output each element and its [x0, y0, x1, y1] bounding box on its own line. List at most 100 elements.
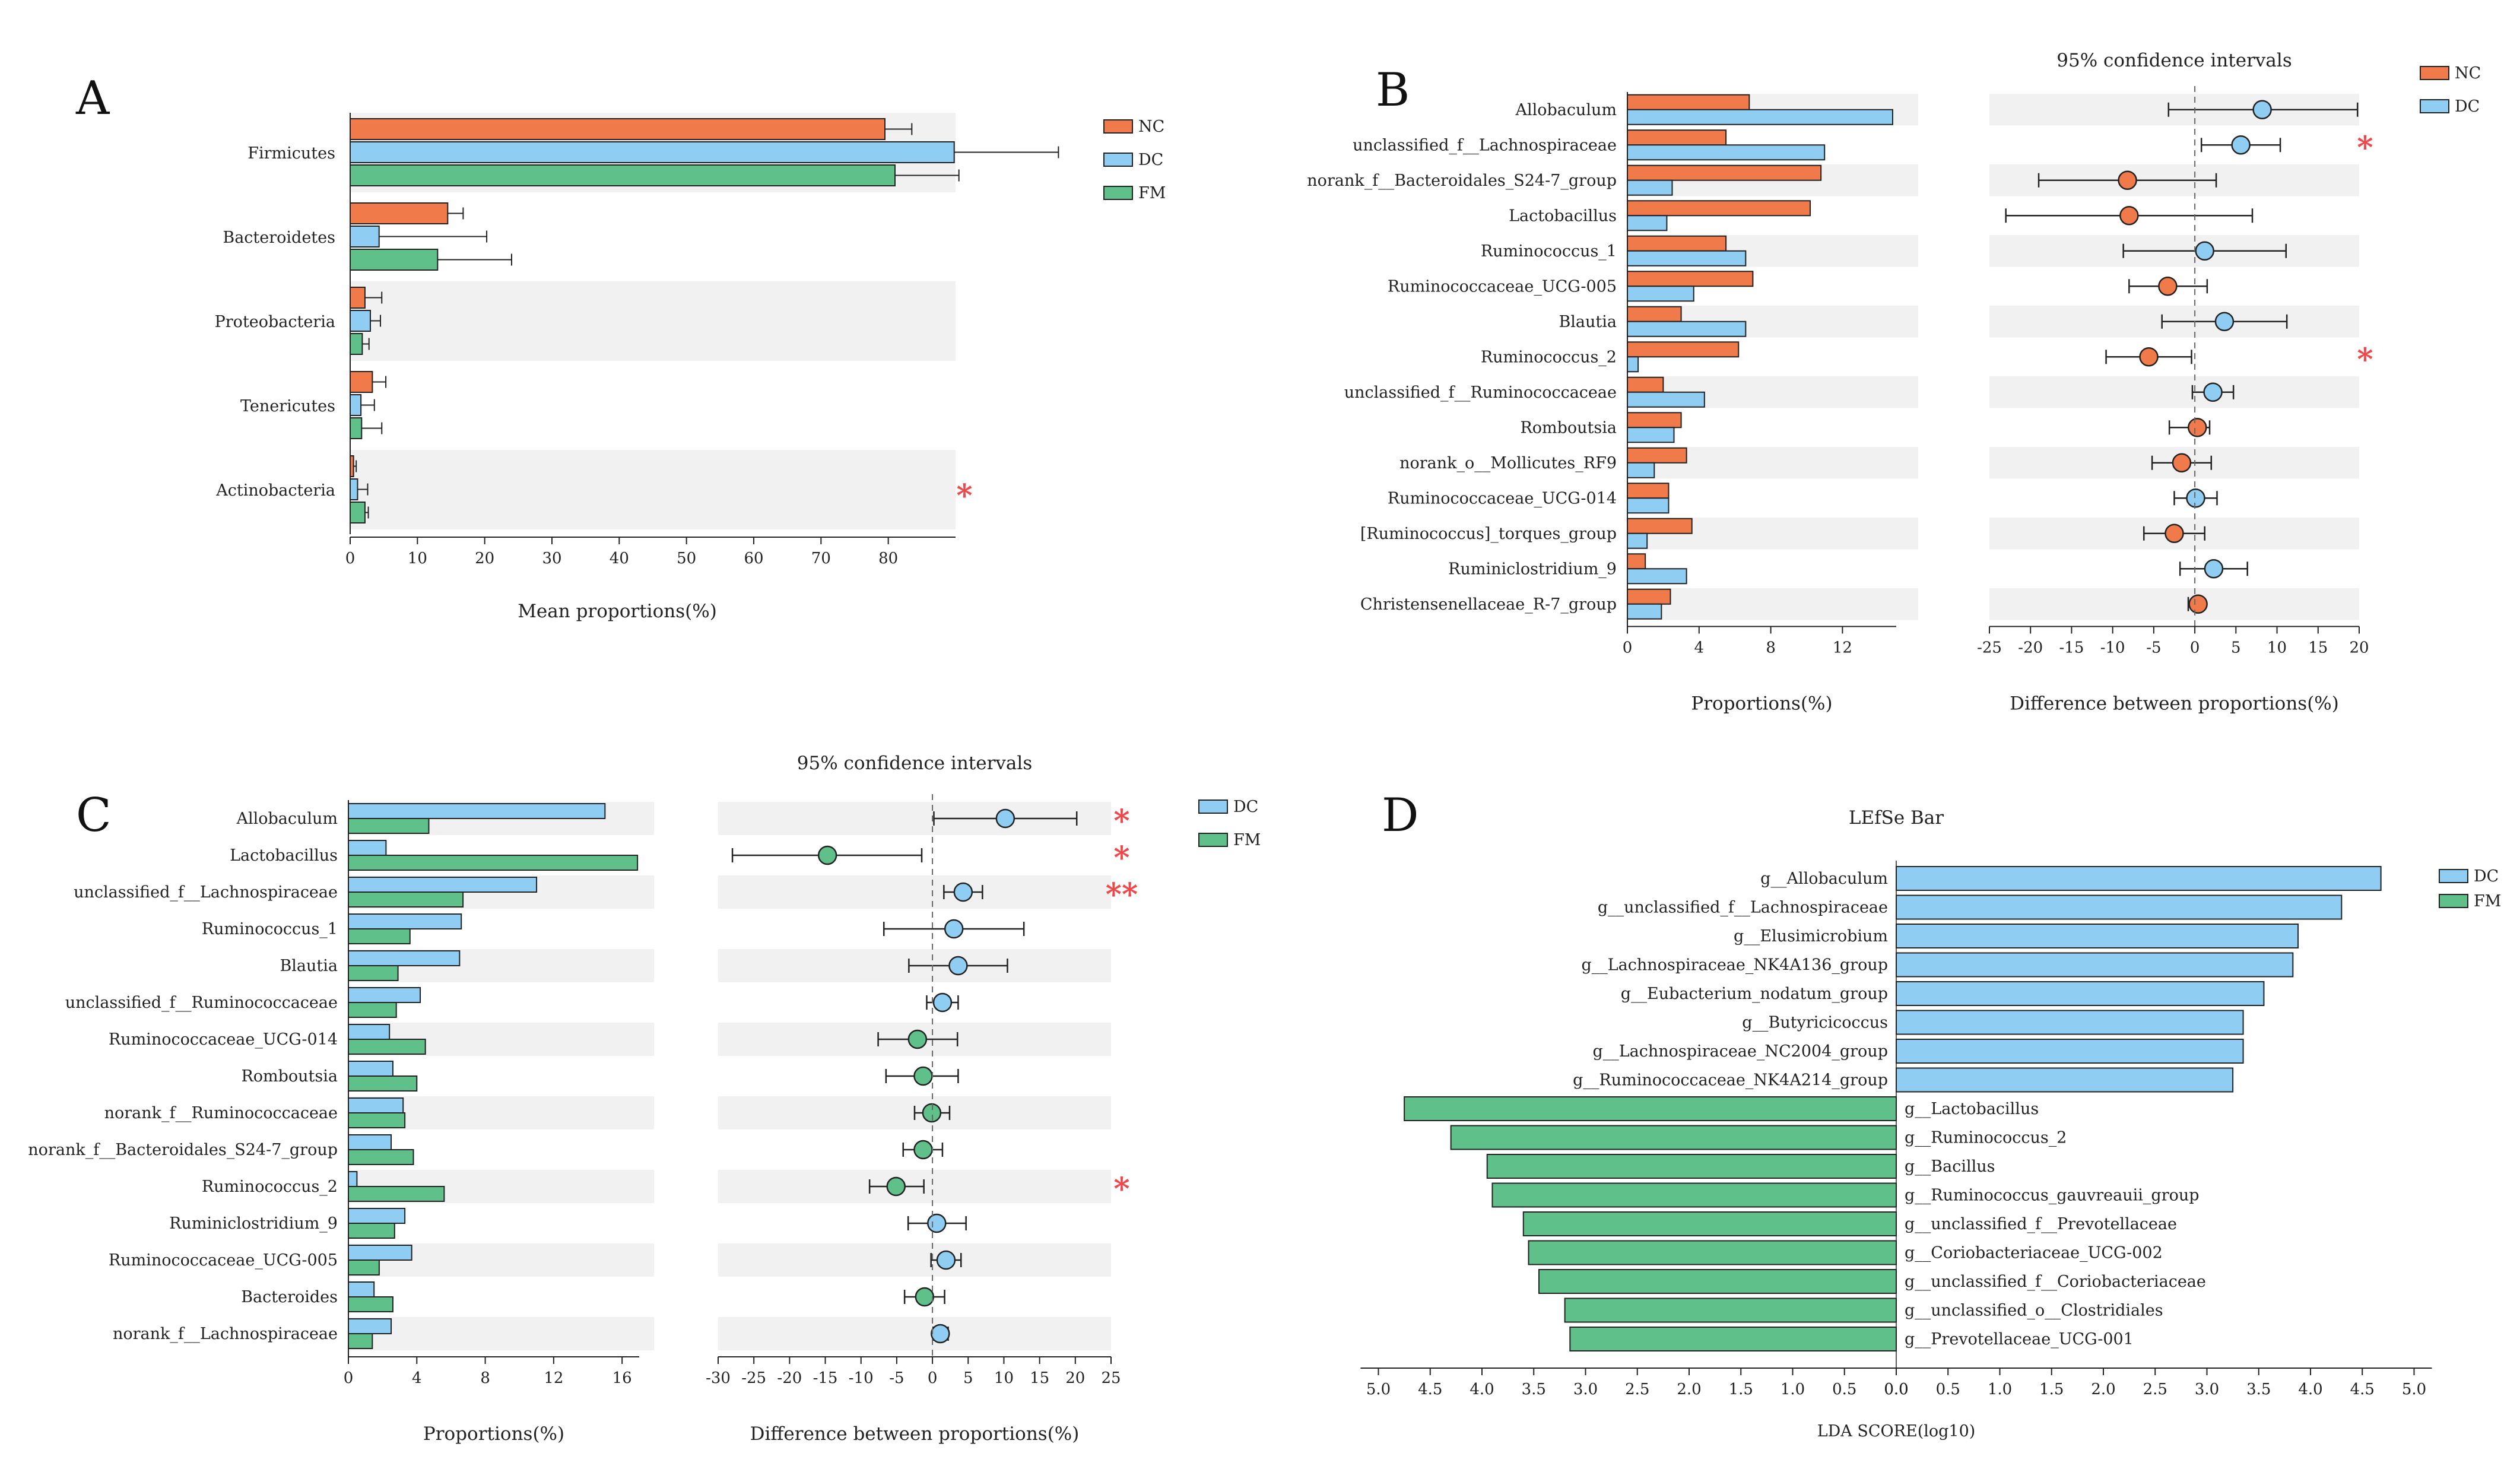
- x-axis-tick-label: 4.0: [2298, 1381, 2322, 1398]
- chart-title: LEfSe Bar: [1849, 807, 1944, 829]
- lda-bar-dc: [1896, 894, 2343, 920]
- bar-nc: [1627, 200, 1811, 217]
- ci-point: [2188, 418, 2207, 437]
- x-axis-tick-label: 3.5: [1522, 1381, 1546, 1398]
- lda-bar-fm: [1522, 1211, 1897, 1236]
- category-label: unclassified_f__Ruminococcaceae: [1344, 383, 1617, 402]
- ci-row-band: [718, 1317, 1111, 1350]
- x-axis-tick-label: 3.5: [2246, 1381, 2271, 1398]
- bar-fm: [350, 164, 896, 186]
- x-axis-title: LDA SCORE(log10): [1817, 1422, 1976, 1441]
- ci-row-band: [1989, 588, 2359, 620]
- category-label: Lactobacillus: [230, 846, 338, 865]
- panel-b: B Allobaculum unclassified_f__Lachnospirac…: [1307, 50, 2481, 715]
- bar-nc: [1627, 376, 1664, 393]
- bar-dc: [1627, 532, 1648, 549]
- bar-nc: [350, 118, 886, 140]
- category-label: norank_f__Bacteroidales_S24-7_group: [1307, 172, 1617, 190]
- bar-nc: [1627, 306, 1682, 322]
- legend-swatch-dc: [2420, 99, 2449, 113]
- bar-dc: [348, 1061, 393, 1077]
- category-label: Romboutsia: [241, 1067, 338, 1086]
- legend-swatch-fm: [1198, 833, 1228, 847]
- feature-label: g__Ruminococcus_gauvreauii_group: [1905, 1186, 2200, 1205]
- ci-x-axis-tick-label: 0: [928, 1369, 938, 1387]
- panel-a: A Firmicutes Bacteroidetes Proteobacteria Te…: [75, 72, 1166, 622]
- feature-label: g__Elusimicrobium: [1734, 927, 1888, 946]
- feature-label: g__unclassified_f__Prevotellaceae: [1905, 1215, 2177, 1233]
- legend-label-fm: FM: [2474, 892, 2501, 910]
- bar-fm: [348, 1039, 426, 1055]
- ci-point: [2158, 277, 2178, 296]
- row-band: [350, 450, 956, 529]
- significance-marker: *: [2357, 341, 2373, 377]
- bar-nc: [1627, 518, 1693, 534]
- feature-label: g__Bacillus: [1905, 1157, 1995, 1176]
- bar-dc: [1627, 568, 1687, 585]
- bar-fm: [350, 502, 366, 523]
- legend-swatch-dc: [1103, 153, 1133, 167]
- x-axis-tick-label: 2.0: [1677, 1381, 1701, 1398]
- x-axis-tick-label: 3.0: [1573, 1381, 1598, 1398]
- bar-fm: [350, 417, 363, 439]
- x-axis-tick-label: 0.5: [1832, 1381, 1856, 1398]
- x-axis-tick-label: 8: [1766, 639, 1776, 657]
- x-axis-tick-label: 1.0: [1780, 1381, 1805, 1398]
- x-axis-tick-label: 1.0: [1988, 1381, 2012, 1398]
- lda-bar-fm: [1450, 1125, 1897, 1150]
- category-label: Allobaculum: [236, 810, 338, 828]
- category-label: Firmicutes: [247, 144, 335, 163]
- panel-c: C Allobaculum * Lactobacillus * unclassified_…: [28, 753, 1261, 1445]
- bar-dc: [348, 840, 387, 856]
- bar-dc: [1627, 321, 1747, 337]
- bar-fm: [348, 965, 399, 981]
- ci-point: [2164, 523, 2184, 543]
- legend-label-fm: FM: [1138, 184, 1166, 202]
- bar-dc: [348, 1281, 375, 1297]
- bar-fm: [348, 855, 639, 871]
- category-label: norank_f__Ruminococcaceae: [104, 1104, 338, 1122]
- category-label: Ruminococcaceae_UCG-005: [109, 1251, 338, 1270]
- category-label: Bacteroides: [241, 1288, 338, 1306]
- ci-point: [817, 845, 837, 865]
- panel-d: D LEfSe Bar g__Allobaculum g__unclassified_…: [1360, 789, 2501, 1441]
- category-label: Bacteroidetes: [223, 229, 335, 247]
- lda-bar-fm: [1486, 1154, 1897, 1179]
- significance-marker: *: [956, 478, 972, 514]
- bar-dc: [348, 913, 462, 929]
- ci-x-axis-title: Difference between proportions(%): [2010, 693, 2339, 715]
- feature-label: g__Eubacterium_nodatum_group: [1621, 985, 1888, 1003]
- significance-marker: *: [1113, 1171, 1129, 1207]
- ci-x-axis-tick-label: 10: [994, 1369, 1014, 1387]
- ci-point: [944, 919, 964, 939]
- bar-dc: [350, 141, 955, 163]
- x-axis-tick-label: 10: [408, 550, 427, 567]
- ci-x-axis-tick-label: -5: [889, 1369, 904, 1387]
- legend-swatch-fm: [2439, 894, 2468, 908]
- lda-bar-dc: [1896, 981, 2265, 1006]
- bar-nc: [350, 287, 366, 309]
- x-axis-tick-label: 4.5: [2350, 1381, 2375, 1398]
- x-axis-tick-label: 16: [612, 1369, 632, 1387]
- panel-letter-b: B: [1376, 64, 1410, 117]
- category-label: Allobaculum: [1515, 101, 1617, 119]
- ci-x-axis-tick-label: -20: [2018, 639, 2043, 657]
- bar-dc: [348, 1024, 391, 1040]
- ci-x-axis-tick-label: -30: [706, 1369, 731, 1387]
- lda-bar-fm: [1538, 1269, 1897, 1294]
- feature-label: g__Coriobacteriaceae_UCG-002: [1905, 1244, 2163, 1262]
- legend-label-dc: DC: [1233, 798, 1258, 816]
- x-axis-tick-label: 30: [542, 550, 561, 567]
- bar-dc: [1627, 497, 1670, 514]
- legend-label-nc: NC: [1138, 118, 1164, 136]
- bar-dc: [348, 1097, 404, 1113]
- panel-letter-c: C: [76, 789, 112, 842]
- category-label: Romboutsia: [1520, 418, 1617, 437]
- ci-point: [2172, 453, 2192, 472]
- bar-fm: [348, 891, 464, 908]
- bar-dc: [1627, 285, 1694, 302]
- ci-x-axis-tick-label: -10: [2100, 639, 2125, 657]
- ci-x-axis-title: Difference between proportions(%): [750, 1423, 1080, 1445]
- bar-nc: [1627, 235, 1727, 252]
- bar-dc: [1627, 215, 1668, 231]
